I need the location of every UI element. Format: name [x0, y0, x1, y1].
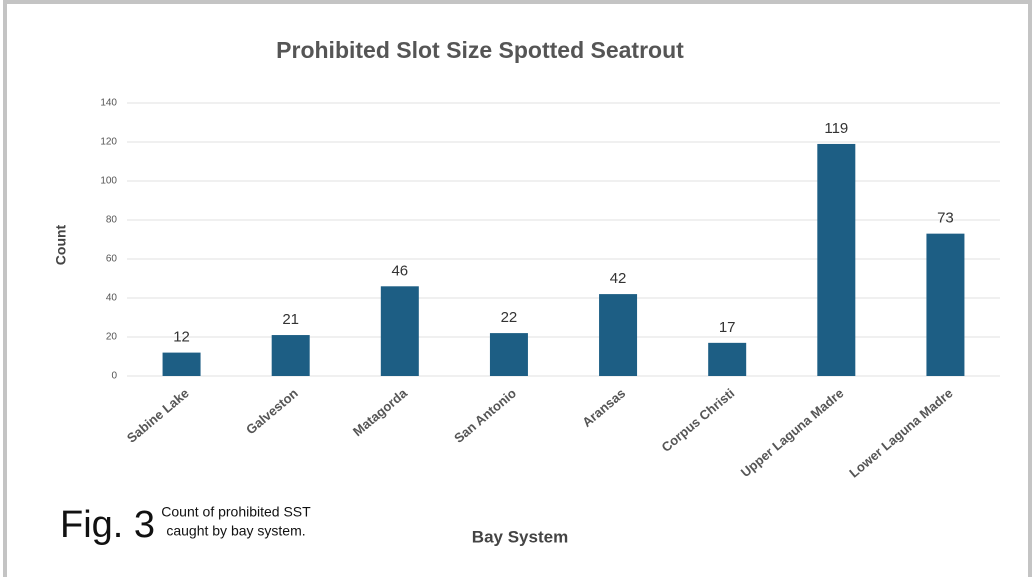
y-tick-label: 60: [106, 254, 118, 265]
x-axis-title: Bay System: [472, 527, 568, 546]
data-label: 17: [719, 319, 736, 336]
data-label: 21: [282, 311, 299, 328]
bar: [708, 342, 747, 376]
figure-label: Fig. 3: [60, 504, 155, 546]
figure-caption: caught by bay system.: [166, 523, 305, 539]
bar: [271, 335, 310, 376]
y-tick-label: 40: [106, 293, 118, 304]
y-tick-label: 20: [106, 332, 118, 343]
bar: [926, 233, 965, 376]
bar: [817, 143, 856, 376]
data-label: 12: [173, 329, 190, 346]
frame: [3, 0, 1032, 577]
data-label: 46: [391, 262, 408, 279]
data-label: 73: [937, 210, 954, 227]
figure-caption: Count of prohibited SST: [161, 504, 311, 520]
y-tick-label: 140: [100, 98, 117, 109]
y-axis-title: Count: [53, 224, 69, 265]
bar: [489, 333, 528, 376]
bar: [162, 352, 201, 376]
y-tick-label: 80: [106, 215, 118, 226]
data-label: 22: [501, 309, 518, 326]
y-tick-label: 0: [111, 371, 117, 382]
y-tick-label: 120: [100, 137, 117, 148]
bar: [599, 294, 638, 376]
chart-title: Prohibited Slot Size Spotted Seatrout: [276, 37, 684, 63]
bar: [380, 286, 419, 376]
data-label: 119: [824, 120, 848, 137]
data-label: 42: [610, 270, 627, 287]
y-tick-label: 100: [100, 176, 117, 187]
